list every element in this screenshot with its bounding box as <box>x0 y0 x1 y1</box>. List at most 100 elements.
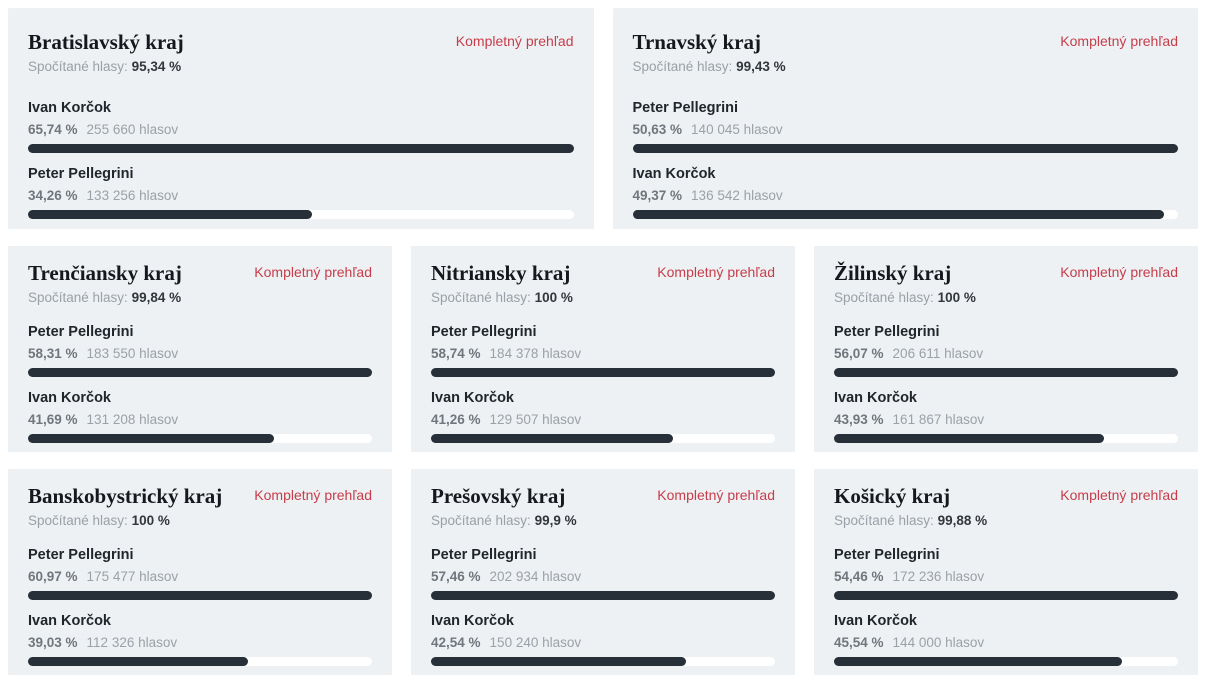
result-bar-track <box>834 591 1178 600</box>
candidate-percent: 49,37 % <box>632 187 683 203</box>
complete-overview-link[interactable]: Kompletný prehľad <box>254 487 372 503</box>
candidate-row: Peter Pellegrini 58,31 % 183 550 hlasov <box>28 324 372 377</box>
candidate-name: Peter Pellegrini <box>834 324 940 341</box>
region-card-nitriansky: Nitriansky kraj Kompletný prehľad Spočít… <box>411 246 795 452</box>
complete-overview-link[interactable]: Kompletný prehľad <box>1060 487 1178 503</box>
result-bar-track <box>834 656 1178 666</box>
candidate-votes: 112 326 hlasov <box>86 634 178 650</box>
counted-value: 99,88 % <box>937 513 988 529</box>
candidate-percent: 41,69 % <box>28 411 78 427</box>
counted-label: Spočítané hlasy: <box>28 290 128 306</box>
complete-overview-link[interactable]: Kompletný prehľad <box>254 264 372 280</box>
candidate-row: Ivan Korčok 49,37 % 136 542 hlasov <box>632 166 1178 219</box>
candidate-name: Peter Pellegrini <box>28 166 134 182</box>
result-bar-track <box>632 209 1178 219</box>
result-bar-fill <box>431 656 686 666</box>
result-bar-fill <box>632 209 1165 219</box>
counted-label: Spočítané hlasy: <box>834 513 934 529</box>
candidate-name: Ivan Korčok <box>28 100 111 117</box>
region-card-kosicky: Košický kraj Kompletný prehľad Spočítané… <box>814 469 1198 675</box>
counted-label: Spočítané hlasy: <box>431 513 531 529</box>
candidate-percent: 58,31 % <box>28 345 78 361</box>
region-card-bratislavsky: Bratislavský kraj Kompletný prehľad Spoč… <box>8 8 594 229</box>
candidate-name: Peter Pellegrini <box>431 324 537 341</box>
result-bar-fill <box>632 144 1178 153</box>
region-title: Prešovský kraj <box>431 484 566 508</box>
region-card-trenciansky: Trenčiansky kraj Kompletný prehľad Spočí… <box>8 246 392 452</box>
candidate-percent: 57,46 % <box>431 568 481 584</box>
candidate-percent: 43,93 % <box>834 411 884 427</box>
candidate-name: Peter Pellegrini <box>431 547 537 564</box>
result-bar-fill <box>28 591 372 600</box>
counted-label: Spočítané hlasy: <box>28 513 128 529</box>
candidate-row: Ivan Korčok 41,69 % 131 208 hlasov <box>28 390 372 443</box>
counted-votes: Spočítané hlasy: 100 % <box>834 290 1178 305</box>
complete-overview-link[interactable]: Kompletný prehľad <box>1060 33 1178 49</box>
counted-label: Spočítané hlasy: <box>834 290 934 306</box>
results-row-3: Banskobystrický kraj Kompletný prehľad S… <box>8 469 1198 675</box>
candidate-name: Ivan Korčok <box>632 166 716 182</box>
result-bar-track <box>431 591 775 600</box>
counted-votes: Spočítané hlasy: 100 % <box>28 513 372 528</box>
candidate-name: Ivan Korčok <box>431 390 514 406</box>
candidate-votes: 183 550 hlasov <box>86 345 179 361</box>
counted-votes: Spočítané hlasy: 100 % <box>431 290 775 305</box>
counted-value: 100 % <box>937 290 976 306</box>
result-bar-fill <box>28 656 249 666</box>
result-bar-fill <box>431 433 673 443</box>
region-card-zilinsky: Žilinský kraj Kompletný prehľad Spočítan… <box>814 246 1198 452</box>
counted-label: Spočítané hlasy: <box>632 59 733 75</box>
candidate-percent: 41,26 % <box>431 411 481 427</box>
region-title: Banskobystrický kraj <box>28 484 223 508</box>
result-bar-track <box>28 209 574 219</box>
candidate-percent: 54,46 % <box>834 568 884 584</box>
candidate-row: Peter Pellegrini 57,46 % 202 934 hlasov <box>431 547 775 600</box>
candidate-percent: 42,54 % <box>431 634 481 650</box>
counted-value: 99,9 % <box>534 513 577 529</box>
candidate-name: Ivan Korčok <box>28 390 111 406</box>
result-bar-track <box>28 144 574 153</box>
candidate-row: Ivan Korčok 42,54 % 150 240 hlasov <box>431 613 775 666</box>
candidate-row: Peter Pellegrini 54,46 % 172 236 hlasov <box>834 547 1178 600</box>
candidate-name: Ivan Korčok <box>834 613 917 629</box>
candidate-votes: 133 256 hlasov <box>86 187 179 203</box>
counted-value: 99,84 % <box>131 290 182 306</box>
candidate-votes: 184 378 hlasov <box>489 345 582 361</box>
result-bar-track <box>834 433 1178 443</box>
complete-overview-link[interactable]: Kompletný prehľad <box>1060 264 1178 280</box>
counted-votes: Spočítané hlasy: 99,88 % <box>834 513 1178 528</box>
candidate-row: Ivan Korčok 41,26 % 129 507 hlasov <box>431 390 775 443</box>
result-bar-track <box>431 368 775 377</box>
result-bar-track <box>834 368 1178 377</box>
counted-value: 99,43 % <box>736 59 786 75</box>
result-bar-track <box>28 368 372 377</box>
complete-overview-link[interactable]: Kompletný prehľad <box>657 264 775 280</box>
candidate-votes: 255 660 hlasov <box>86 121 179 137</box>
candidate-percent: 34,26 % <box>28 187 78 203</box>
complete-overview-link[interactable]: Kompletný prehľad <box>657 487 775 503</box>
result-bar-fill <box>834 433 1104 443</box>
candidate-percent: 50,63 % <box>632 121 683 137</box>
candidate-percent: 39,03 % <box>28 634 78 650</box>
candidate-name: Peter Pellegrini <box>28 324 134 341</box>
candidate-percent: 45,54 % <box>834 634 884 650</box>
result-bar-track <box>632 144 1178 153</box>
candidate-votes: 202 934 hlasov <box>489 568 582 584</box>
candidate-votes: 140 045 hlasov <box>691 121 783 137</box>
candidate-row: Peter Pellegrini 50,63 % 140 045 hlasov <box>632 100 1178 153</box>
candidate-votes: 175 477 hlasov <box>86 568 179 584</box>
candidate-row: Ivan Korčok 39,03 % 112 326 hlasov <box>28 613 372 666</box>
candidate-votes: 206 611 hlasov <box>892 345 984 361</box>
region-title: Nitriansky kraj <box>431 261 571 285</box>
complete-overview-link[interactable]: Kompletný prehľad <box>455 33 574 49</box>
candidate-name: Ivan Korčok <box>834 390 917 406</box>
result-bar-fill <box>834 591 1178 600</box>
counted-value: 100 % <box>131 513 170 529</box>
candidate-percent: 65,74 % <box>28 121 78 137</box>
counted-votes: Spočítané hlasy: 95,34 % <box>28 59 574 74</box>
result-bar-track <box>28 656 372 666</box>
counted-value: 100 % <box>534 290 573 306</box>
candidate-name: Ivan Korčok <box>431 613 514 629</box>
counted-label: Spočítané hlasy: <box>28 59 128 75</box>
